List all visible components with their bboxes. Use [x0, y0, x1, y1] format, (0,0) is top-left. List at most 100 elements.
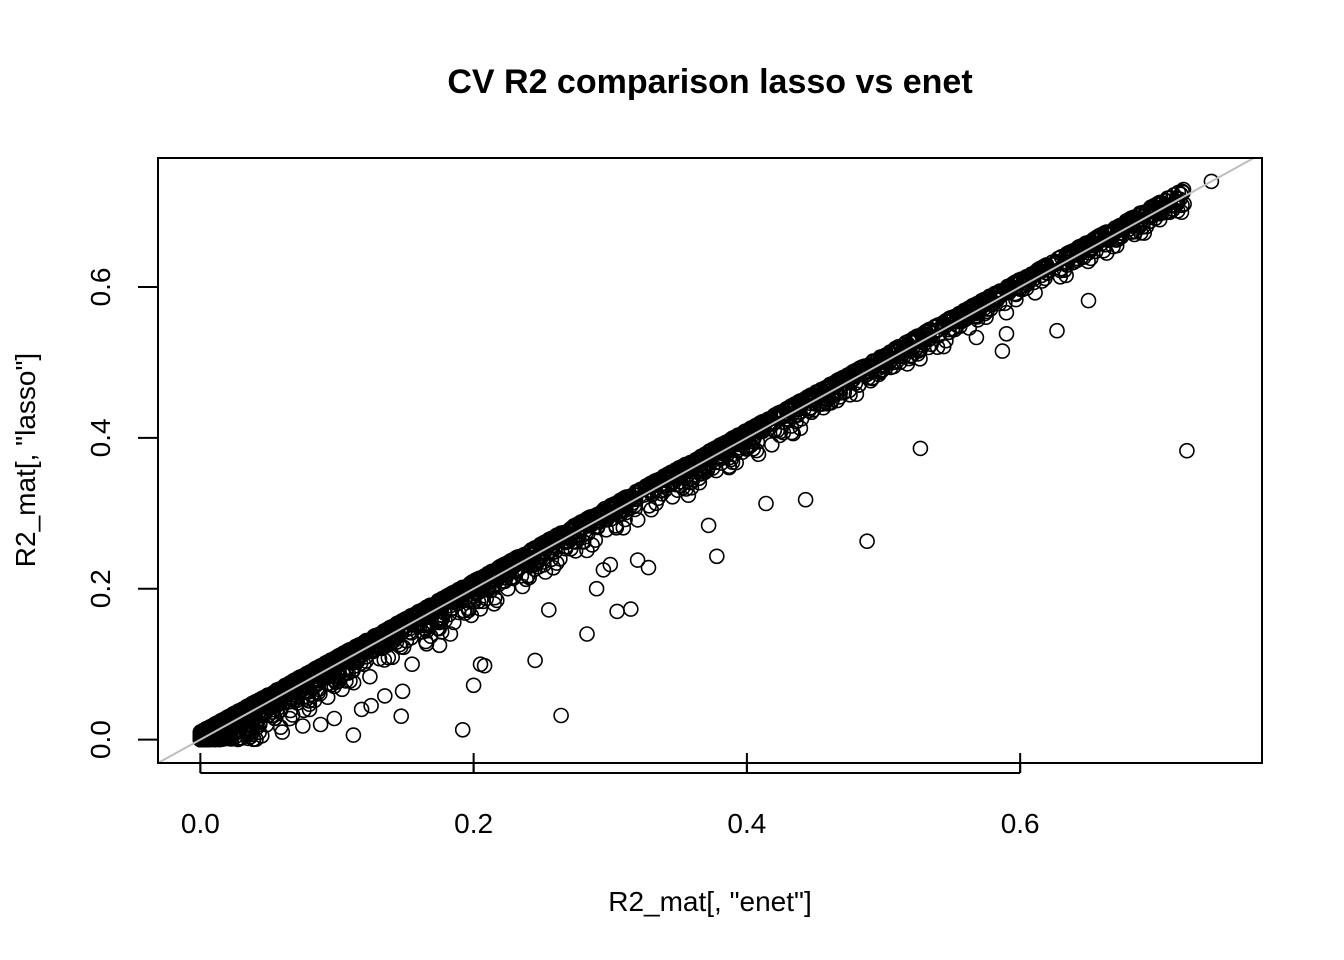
scatter-point	[957, 311, 974, 328]
scatter-point-dense	[316, 668, 332, 685]
scatter-point-dense	[584, 537, 600, 553]
scatter-point	[472, 656, 489, 673]
scatter-point	[233, 730, 250, 746]
scatter-point	[875, 356, 892, 373]
scatter-point-dense	[721, 449, 738, 466]
y-tick-label: 0.0	[85, 720, 116, 759]
scatter-point	[1012, 281, 1029, 298]
scatter-point	[394, 683, 411, 700]
scatter-point	[743, 437, 759, 454]
scatter-point-dense	[473, 571, 489, 588]
scatter-point-dense	[439, 593, 455, 610]
x-tick-label: 0.0	[181, 808, 220, 839]
scatter-point-dense	[771, 427, 788, 444]
scatter-point-dense	[418, 609, 435, 626]
scatter-point	[968, 329, 985, 346]
y-axis-label: R2_mat[, "lasso"]	[10, 353, 41, 567]
scatter-point-dense	[340, 649, 357, 665]
scatter-point-dense	[283, 679, 300, 696]
scatter-point-dense	[378, 627, 394, 644]
scatter-point-dense	[575, 533, 591, 550]
scatter-point-dense	[721, 458, 738, 475]
scatter-point	[499, 580, 516, 597]
scatter-point	[486, 595, 502, 612]
y-tick-label: 0.6	[85, 268, 116, 307]
scatter-point-dense	[284, 707, 301, 723]
scatter-point	[326, 710, 343, 727]
scatter-point	[431, 637, 448, 654]
scatter-point	[978, 309, 994, 326]
scatter-point-dense	[692, 466, 709, 482]
scatter-point	[579, 626, 595, 642]
scatter-point-dense	[922, 322, 939, 339]
scatter-point	[622, 601, 639, 617]
scatter-point-dense	[763, 436, 780, 453]
scatter-point	[609, 603, 625, 620]
scatter-point-dense	[213, 714, 229, 731]
scatter-point	[513, 568, 530, 584]
scatter-point-dense	[470, 593, 487, 610]
scatter-point-dense	[411, 605, 428, 622]
scatter-point	[213, 731, 229, 747]
scatter-point-dense	[334, 681, 350, 698]
scatter-point	[640, 559, 657, 576]
scatter-point-dense	[362, 668, 378, 685]
scatter-point	[797, 491, 814, 508]
scatter-point	[718, 441, 735, 458]
scatter-point	[274, 724, 291, 740]
scatter-point	[984, 296, 1001, 313]
scatter-point	[454, 721, 471, 738]
scatter-point	[1049, 322, 1065, 339]
scatter-point	[465, 677, 482, 694]
scatter-point-dense	[283, 691, 300, 708]
identity-reference-line	[157, 157, 1255, 764]
scatter-point-dense	[429, 620, 446, 637]
scatter-point	[345, 727, 362, 743]
scatter-point-dense	[281, 710, 298, 727]
scatter-point-dense	[530, 559, 547, 575]
scatter-point	[568, 534, 584, 550]
scatter-point	[417, 633, 434, 650]
y-tick-label: 0.2	[85, 569, 116, 608]
scatter-point	[758, 495, 774, 512]
scatter-point-dense	[567, 543, 584, 559]
scatter-point-dense	[457, 605, 473, 621]
scatter-point	[815, 399, 832, 416]
scatter-point-dense	[597, 506, 614, 523]
scatter-point-dense	[752, 416, 769, 433]
scatter-point	[595, 562, 612, 578]
scatter-point-dense	[466, 593, 482, 610]
scatter-point-dense	[598, 521, 615, 538]
scatter-point	[404, 656, 420, 673]
scatter-point	[629, 552, 646, 568]
scatter-point-dense	[719, 439, 736, 456]
scatter-point-dense	[629, 512, 646, 528]
scatter-point-dense	[880, 351, 897, 368]
chart-title: CV R2 comparison lasso vs enet	[447, 63, 972, 101]
y-axis: 0.0 0.2 0.4 0.6	[85, 268, 159, 759]
scatter-point	[294, 718, 311, 734]
scatter-point	[312, 716, 329, 733]
scatter-point	[700, 517, 717, 534]
scatter-point	[553, 707, 569, 724]
scatter-point-dense	[1151, 211, 1168, 228]
scatter-point	[353, 701, 370, 718]
scatter-point	[540, 602, 557, 618]
scatter-point	[442, 626, 459, 642]
scatter-point	[1101, 232, 1117, 248]
scatter-point-dense	[579, 542, 595, 559]
scatter-point	[892, 354, 908, 371]
scatter-point-dense	[518, 571, 534, 588]
scatter-point-dense	[474, 577, 490, 594]
x-tick-label: 0.2	[454, 808, 493, 839]
scatter-point	[1080, 292, 1097, 309]
scatter-point-dense	[847, 368, 864, 385]
x-tick-label: 0.4	[727, 808, 766, 839]
scatter-point	[1179, 442, 1195, 459]
scatter-point-dense	[292, 671, 309, 688]
x-tick-label: 0.6	[1001, 808, 1040, 839]
scatter-point	[588, 580, 605, 597]
scatter-point-dense	[548, 555, 565, 571]
scatter-point	[1203, 173, 1220, 190]
